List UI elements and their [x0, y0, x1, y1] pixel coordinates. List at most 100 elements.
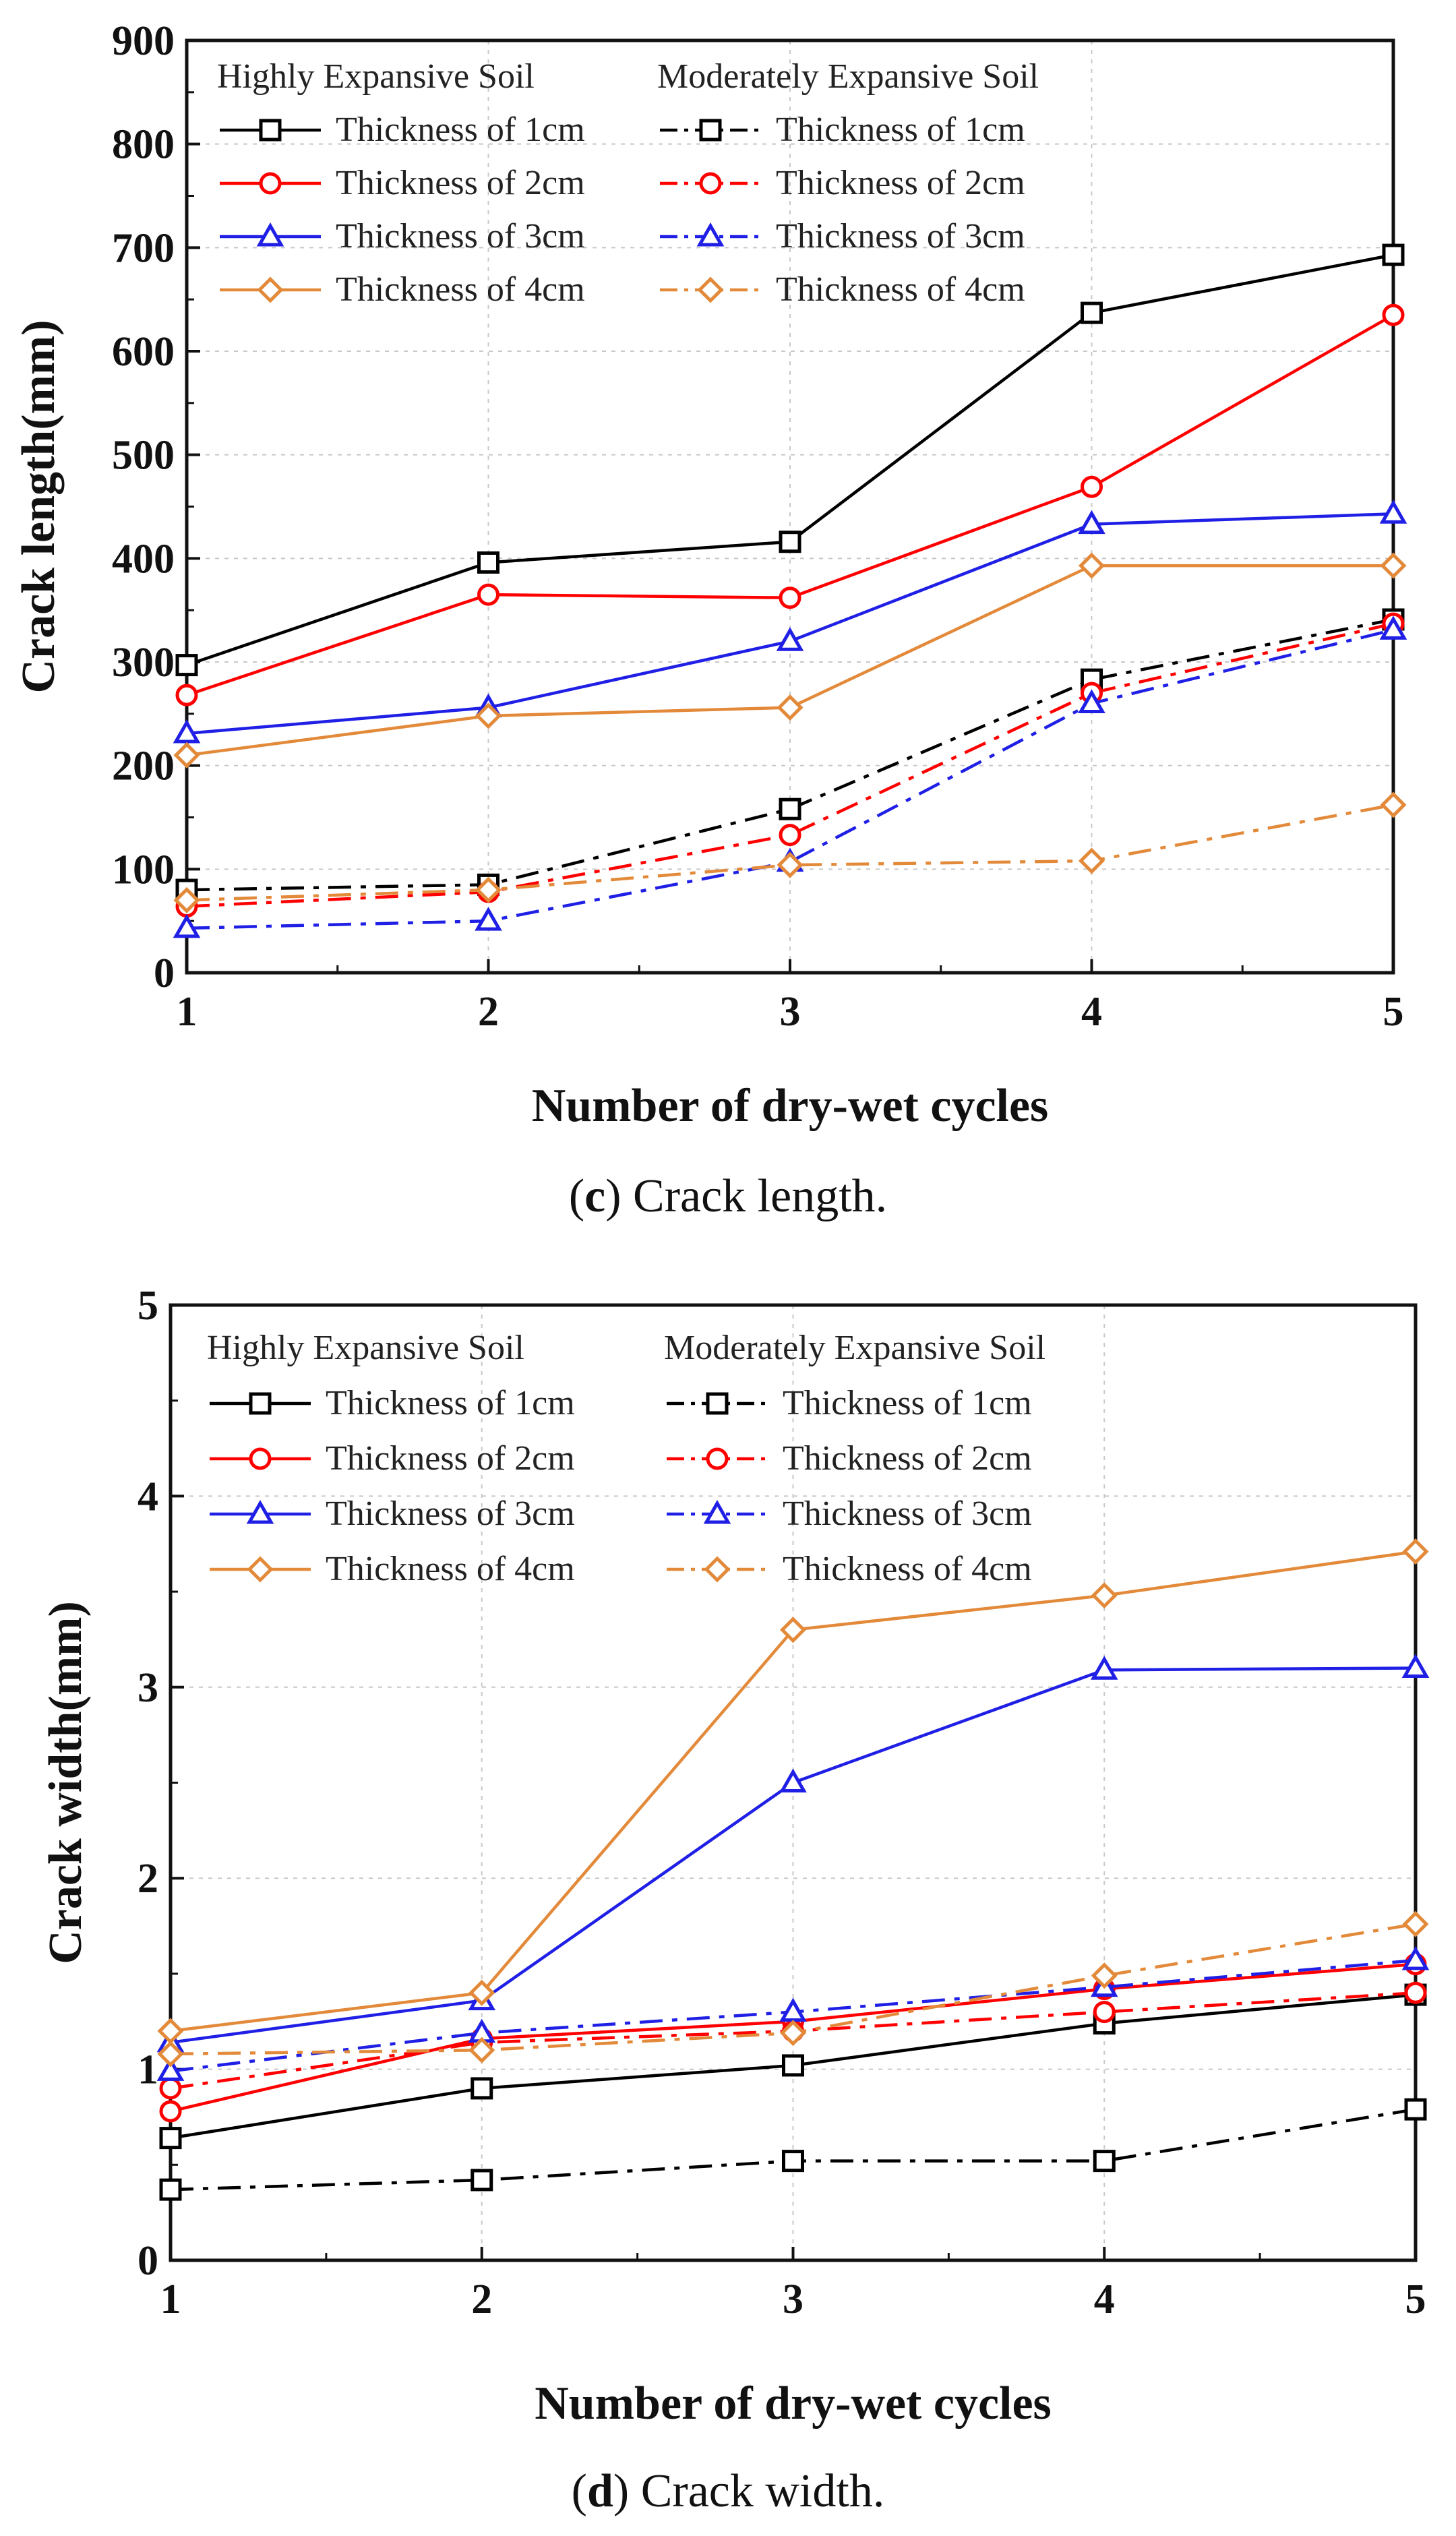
data-point	[468, 1979, 495, 2006]
legend-swatch-marker	[259, 119, 282, 142]
x-axis-title: Number of dry-wet cycles	[532, 1080, 1049, 1132]
data-point	[777, 694, 803, 721]
legend-swatch-marker	[696, 222, 725, 247]
y-axis-title: Crack length(mm)	[13, 320, 65, 693]
series-line	[186, 628, 1394, 930]
data-point	[1091, 1962, 1118, 1989]
legend-label: Thickness of 2cm	[783, 1439, 1032, 1478]
data-point	[1093, 2150, 1116, 2173]
data-point	[159, 2127, 182, 2150]
caption-text: Crack length.	[633, 1170, 888, 1222]
y-axis: 0 100 200 300 400 500 600 700 800 900	[112, 18, 200, 996]
y-axis-title: Crack width(mm)	[40, 1601, 92, 1964]
data-point	[468, 2036, 495, 2063]
legend-label: Thickness of 1cm	[776, 111, 1025, 149]
legend-swatch-marker	[259, 172, 282, 195]
y-tick-label: 0	[154, 950, 175, 996]
legend-label: Thickness of 1cm	[326, 1384, 575, 1422]
crack-width-figure: 1 2 3 4 5 0 1 2 3 4 5 Number of dry-wet cycles Crack…	[0, 1268, 1456, 2536]
legend-header: Moderately Expansive Soil	[664, 1329, 1045, 1367]
data-point	[157, 2041, 184, 2067]
data-point	[1380, 791, 1407, 818]
x-tick-label: 1	[160, 2276, 181, 2322]
data-point	[173, 719, 201, 744]
data-point	[1382, 303, 1405, 326]
x-axis-title: Number of dry-wet cycles	[535, 2378, 1052, 2429]
data-point	[159, 2100, 182, 2123]
data-point	[1401, 1946, 1430, 1970]
series-line	[186, 622, 1394, 908]
y-axis: 0 1 2 3 4 5	[138, 1283, 184, 2284]
caption-letter: d	[586, 2465, 613, 2517]
x-tick-label: 4	[1094, 2276, 1115, 2322]
series-moderately-thickness-of-3cm	[173, 615, 1407, 938]
data-point	[1081, 475, 1103, 498]
series-highly-thickness-of-2cm	[175, 303, 1405, 706]
data-point	[471, 2169, 493, 2192]
legend-swatch-marker	[704, 1556, 731, 1583]
legend-label: Thickness of 1cm	[783, 1384, 1032, 1422]
data-point	[173, 742, 200, 768]
data-point	[779, 1617, 807, 1643]
data-point	[475, 876, 502, 903]
data-point	[779, 2020, 807, 2047]
legend-label: Thickness of 3cm	[776, 217, 1025, 255]
crack-length-chart: 1 2 3 4 5 0 100 200 300 400 500 600 700 800 900 Number …	[13, 18, 1407, 1132]
legend-swatch-marker	[706, 1392, 729, 1415]
series-line	[170, 2107, 1416, 2192]
legend-swatch-marker	[697, 276, 724, 303]
series-moderately-thickness-of-1cm	[159, 2098, 1427, 2201]
y-tick-label: 1	[138, 2047, 158, 2093]
legend-label: Thickness of 2cm	[326, 1439, 575, 1478]
data-point	[779, 586, 801, 609]
y-tick-label: 400	[112, 536, 175, 582]
legend-label: Thickness of 4cm	[336, 270, 585, 309]
caption-text: Crack width.	[640, 2465, 885, 2517]
data-point	[173, 913, 201, 938]
legend-label: Thickness of 1cm	[336, 111, 585, 149]
caption-letter: c	[584, 1170, 606, 1222]
x-tick-label: 3	[783, 2276, 803, 2322]
data-point	[1379, 615, 1407, 640]
data-point	[475, 907, 502, 931]
data-point	[1078, 689, 1105, 713]
legend-label: Thickness of 4cm	[326, 1550, 575, 1588]
data-point	[1402, 1910, 1429, 1937]
data-point	[1081, 301, 1103, 324]
data-point	[1078, 552, 1105, 579]
crack-length-caption: (c) Crack length.	[568, 1170, 888, 1222]
legend-swatch-marker	[249, 1392, 272, 1415]
series-line	[186, 803, 1394, 902]
legend-swatch-marker	[249, 1447, 272, 1470]
data-point	[175, 684, 198, 706]
legend-swatch-marker	[257, 276, 284, 303]
data-point	[782, 2054, 804, 2077]
legend-swatch-marker	[703, 1499, 731, 1524]
x-tick-label: 3	[780, 989, 801, 1035]
legend-header: Highly Expansive Soil	[217, 57, 535, 96]
legend-swatch-marker	[706, 1447, 729, 1470]
series-line	[186, 617, 1394, 892]
data-point	[776, 627, 804, 651]
series-highly-thickness-of-3cm	[173, 500, 1407, 744]
y-tick-label: 500	[112, 433, 175, 479]
y-tick-label: 300	[112, 640, 175, 686]
data-point	[779, 1768, 807, 1792]
legend-header: Highly Expansive Soil	[207, 1329, 524, 1367]
data-point	[471, 2077, 493, 2100]
y-tick-label: 200	[112, 744, 175, 789]
y-tick-label: 2	[138, 1856, 158, 1902]
y-tick-label: 3	[138, 1665, 158, 1711]
y-tick-label: 100	[112, 847, 175, 893]
legend-swatch-marker	[699, 119, 722, 142]
data-point	[157, 2018, 184, 2045]
x-axis: 1 2 3 4 5	[160, 2247, 1426, 2322]
legend-label: Thickness of 4cm	[776, 270, 1025, 309]
data-point	[1379, 500, 1407, 524]
legend-label: Thickness of 3cm	[336, 217, 585, 255]
data-point	[779, 797, 801, 820]
x-axis: 1 2 3 4 5	[177, 959, 1404, 1035]
data-point	[477, 551, 499, 574]
x-tick-label: 2	[471, 2276, 492, 2322]
